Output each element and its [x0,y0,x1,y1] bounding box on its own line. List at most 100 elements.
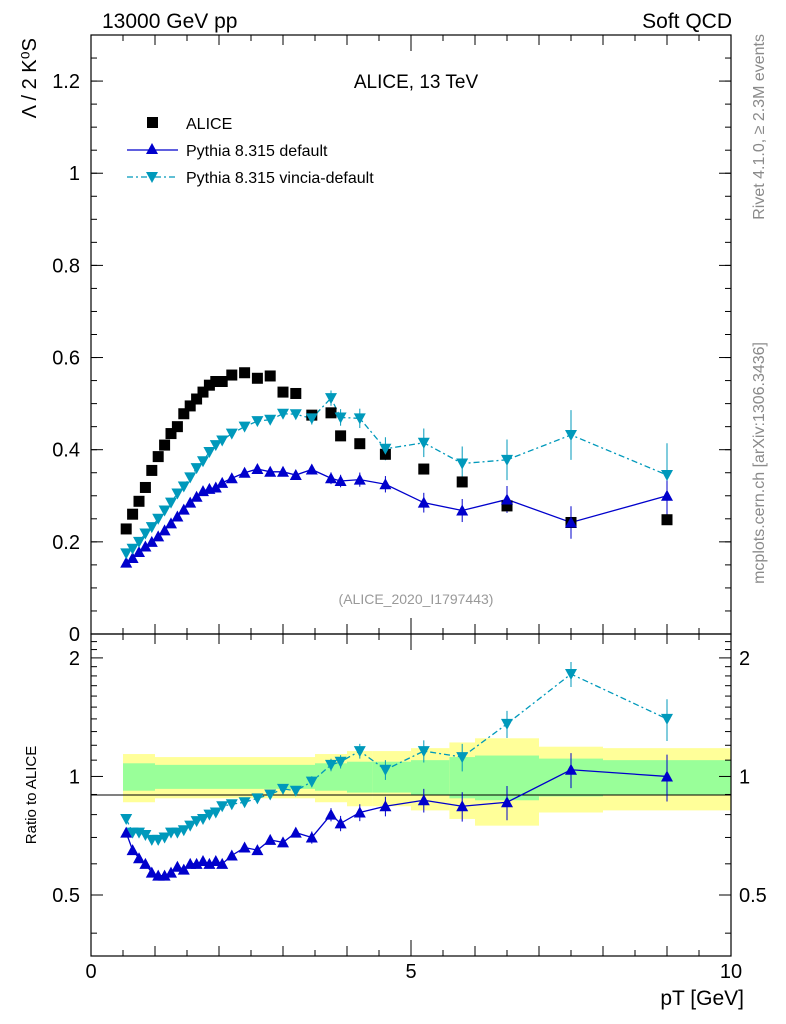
default-ratio-point [158,869,171,881]
rivet-label: Rivet 4.1.0, ≥ 2.3M events [751,34,768,220]
y-axis-label: Λ / 2 K⁰S [19,38,41,118]
ratio-marks [120,662,673,881]
ratio-y-tick-label: 2 [69,648,80,670]
default-ratio-point [238,841,251,853]
vincia-point [158,505,171,517]
ratio-y-tick-label-right: 1 [739,766,750,788]
alice-point [216,375,228,387]
default-point [305,463,318,475]
default-point [417,496,430,508]
alice-point [456,476,468,488]
vincia-ratio-point [277,783,289,795]
vincia-ratio-point [158,832,171,844]
default-point [334,475,347,487]
vincia-point [264,414,277,426]
alice-point [191,393,203,405]
vincia-point [197,456,209,468]
vincia-point [133,536,145,548]
alice-point [197,386,209,398]
default-point [238,466,251,478]
vincia-point [251,416,264,428]
default-point [661,489,673,501]
default-ratio-point [334,817,347,829]
uncertainty-band-inner [372,761,411,793]
legend-vincia-marker [146,172,158,183]
vincia-ratio-point [661,713,673,725]
vincia-point [417,437,430,449]
vincia-point [171,488,184,500]
alice-point [165,428,177,440]
default-ratio-point [145,866,158,878]
default-point [264,465,277,477]
uncertainty-band-inner [283,764,315,789]
vincia-ratio-point [197,813,209,825]
main-y-tick-label: 0 [69,624,80,646]
alice-point [210,375,222,387]
vincia-point [353,413,366,425]
vincia-point [334,412,347,424]
vincia-ratio-point [251,793,264,805]
vincia-point [501,454,513,466]
vincia-point [325,393,337,405]
vincia-ratio-point [565,669,577,681]
default-point [209,481,222,493]
vincia-point [661,470,673,482]
vincia-ratio-point [238,797,251,809]
alice-point [277,386,289,398]
alice-point [226,369,238,381]
vincia-point [139,528,152,540]
legend-alice-marker [147,117,158,128]
default-point [158,524,171,536]
header-left: 13000 GeV pp [102,10,237,33]
default-series-line [125,468,668,564]
default-ratio-point [216,857,229,869]
x-axis-ticks: 0 5 10 [85,35,742,983]
vincia-ratio-point [177,825,190,837]
uncertainty-band-inner [219,764,251,789]
x-tick-label: 5 [405,961,416,983]
vincia-point [565,429,577,441]
alice-point [152,451,164,463]
legend-default-marker [146,143,158,154]
ratio-y-ticks: 0.5 0.5 1 1 2 2 [52,641,767,934]
main-title: ALICE, 13 TeV [354,72,479,93]
legend: ALICE Pythia 8.315 default Pythia 8.315 … [127,116,374,187]
default-point [133,545,145,557]
default-ratio-point [251,844,264,856]
alice-point [139,481,151,493]
vincia-ratio-point [264,789,277,801]
vincia-ratio-point [203,809,216,821]
default-ratio-point [225,849,238,861]
uncertainty-band-inner [251,764,283,789]
vincia-point [145,522,158,534]
default-point [190,490,203,502]
vincia-series-line [125,396,668,554]
vincia-point [190,463,203,475]
vincia-point [379,443,392,455]
vincia-ratio-point [209,807,222,819]
vincia-point [184,472,197,484]
default-ratio-point [165,866,177,878]
alice-point [239,367,251,379]
default-ratio-point [171,860,184,872]
default-point [177,503,190,515]
default-ratio-point [203,857,216,869]
default-ratio-point [353,806,366,818]
ratio-panel: Ratio to ALICE 0.5 0.51 12 2 0 5 10 pT [GeV] [23,35,767,1010]
main-y-ticks: 0 0.2 0.4 0.6 0.8 1 1.2 [52,34,731,646]
main-y-tick-label: 0.8 [52,255,80,277]
vincia-ratio-point [289,785,302,797]
vincia-ratio-point [501,718,513,730]
alice-point [184,400,196,412]
vincia-ratio-point [325,759,337,771]
ratio-y-tick-label: 0.5 [52,885,80,907]
vincia-ratio-point [120,813,133,825]
vincia-ratio-point [305,776,318,788]
vincia-point [289,409,302,421]
vincia-point [238,421,251,433]
default-point [139,540,152,552]
default-ratio-point [379,800,392,812]
main-y-tick-label: 1.2 [52,71,80,93]
alice-point [171,421,183,433]
